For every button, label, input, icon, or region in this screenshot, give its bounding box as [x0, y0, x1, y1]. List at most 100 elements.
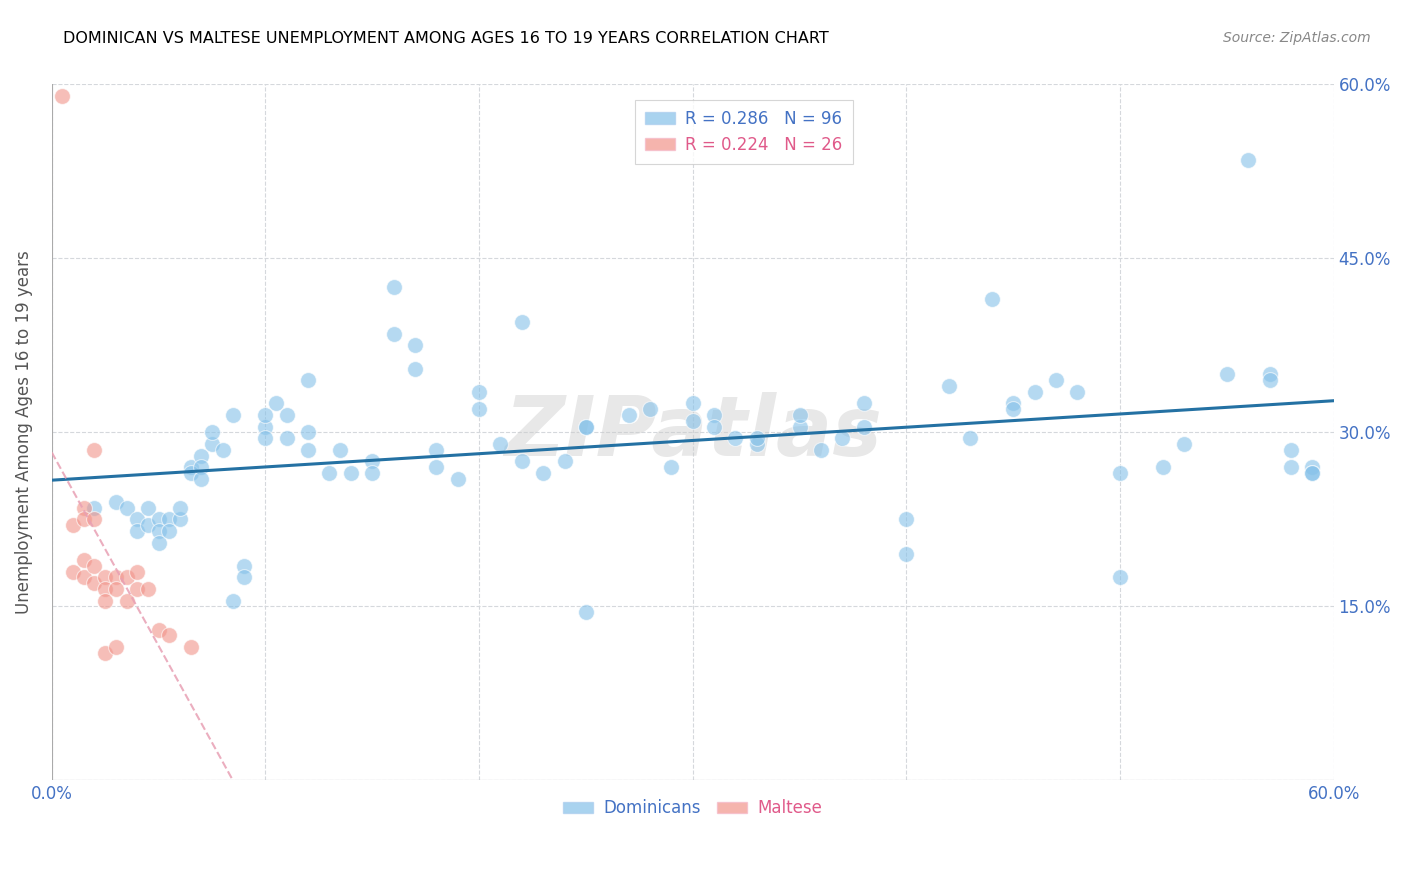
Point	[148, 535, 170, 549]
Text: DOMINICAN VS MALTESE UNEMPLOYMENT AMONG AGES 16 TO 19 YEARS CORRELATION CHART: DOMINICAN VS MALTESE UNEMPLOYMENT AMONG …	[63, 31, 830, 46]
Point	[104, 570, 127, 584]
Point	[318, 466, 340, 480]
Point	[297, 425, 319, 440]
Point	[1301, 466, 1323, 480]
Point	[1301, 460, 1323, 475]
Point	[169, 500, 191, 515]
Point	[980, 292, 1002, 306]
Point	[1237, 153, 1260, 167]
Point	[201, 437, 224, 451]
Point	[510, 454, 533, 468]
Point	[938, 379, 960, 393]
Point	[703, 419, 725, 434]
Point	[148, 623, 170, 637]
Point	[94, 593, 117, 607]
Point	[831, 431, 853, 445]
Point	[222, 593, 245, 607]
Point	[115, 500, 138, 515]
Point	[361, 466, 384, 480]
Point	[157, 628, 180, 642]
Point	[264, 396, 287, 410]
Point	[340, 466, 363, 480]
Legend: Dominicans, Maltese: Dominicans, Maltese	[557, 793, 830, 824]
Point	[617, 408, 640, 422]
Point	[180, 460, 202, 475]
Point	[297, 442, 319, 457]
Y-axis label: Unemployment Among Ages 16 to 19 years: Unemployment Among Ages 16 to 19 years	[15, 251, 32, 615]
Point	[115, 570, 138, 584]
Point	[83, 500, 105, 515]
Point	[468, 402, 491, 417]
Point	[1002, 396, 1025, 410]
Point	[489, 437, 512, 451]
Point	[1216, 368, 1239, 382]
Point	[233, 558, 256, 573]
Text: ZIPatlas: ZIPatlas	[503, 392, 882, 473]
Point	[1045, 373, 1067, 387]
Point	[447, 472, 470, 486]
Point	[361, 454, 384, 468]
Point	[1002, 402, 1025, 417]
Point	[62, 565, 84, 579]
Point	[468, 384, 491, 399]
Point	[659, 460, 682, 475]
Point	[190, 472, 212, 486]
Point	[190, 460, 212, 475]
Point	[180, 466, 202, 480]
Point	[425, 442, 447, 457]
Point	[127, 512, 149, 526]
Point	[115, 593, 138, 607]
Point	[1109, 570, 1132, 584]
Point	[157, 512, 180, 526]
Point	[1279, 442, 1302, 457]
Point	[83, 512, 105, 526]
Point	[127, 582, 149, 596]
Point	[83, 576, 105, 591]
Point	[127, 524, 149, 538]
Point	[1173, 437, 1195, 451]
Point	[254, 408, 277, 422]
Point	[73, 553, 96, 567]
Point	[575, 605, 598, 619]
Point	[222, 408, 245, 422]
Point	[1279, 460, 1302, 475]
Point	[789, 419, 811, 434]
Point	[1109, 466, 1132, 480]
Point	[1152, 460, 1174, 475]
Point	[233, 570, 256, 584]
Point	[51, 89, 73, 103]
Point	[425, 460, 447, 475]
Point	[190, 449, 212, 463]
Point	[254, 431, 277, 445]
Point	[94, 646, 117, 660]
Point	[575, 419, 598, 434]
Point	[852, 419, 875, 434]
Point	[553, 454, 575, 468]
Point	[73, 570, 96, 584]
Point	[896, 547, 918, 561]
Point	[104, 640, 127, 654]
Point	[83, 442, 105, 457]
Point	[104, 582, 127, 596]
Point	[896, 512, 918, 526]
Point	[136, 518, 159, 533]
Point	[1024, 384, 1046, 399]
Point	[127, 565, 149, 579]
Point	[169, 512, 191, 526]
Point	[531, 466, 554, 480]
Point	[157, 524, 180, 538]
Point	[1258, 373, 1281, 387]
Point	[745, 437, 768, 451]
Point	[83, 558, 105, 573]
Point	[789, 408, 811, 422]
Point	[510, 315, 533, 329]
Point	[745, 431, 768, 445]
Point	[404, 361, 426, 376]
Point	[201, 425, 224, 440]
Point	[148, 524, 170, 538]
Point	[104, 495, 127, 509]
Point	[382, 326, 405, 341]
Point	[575, 419, 598, 434]
Point	[73, 500, 96, 515]
Point	[148, 512, 170, 526]
